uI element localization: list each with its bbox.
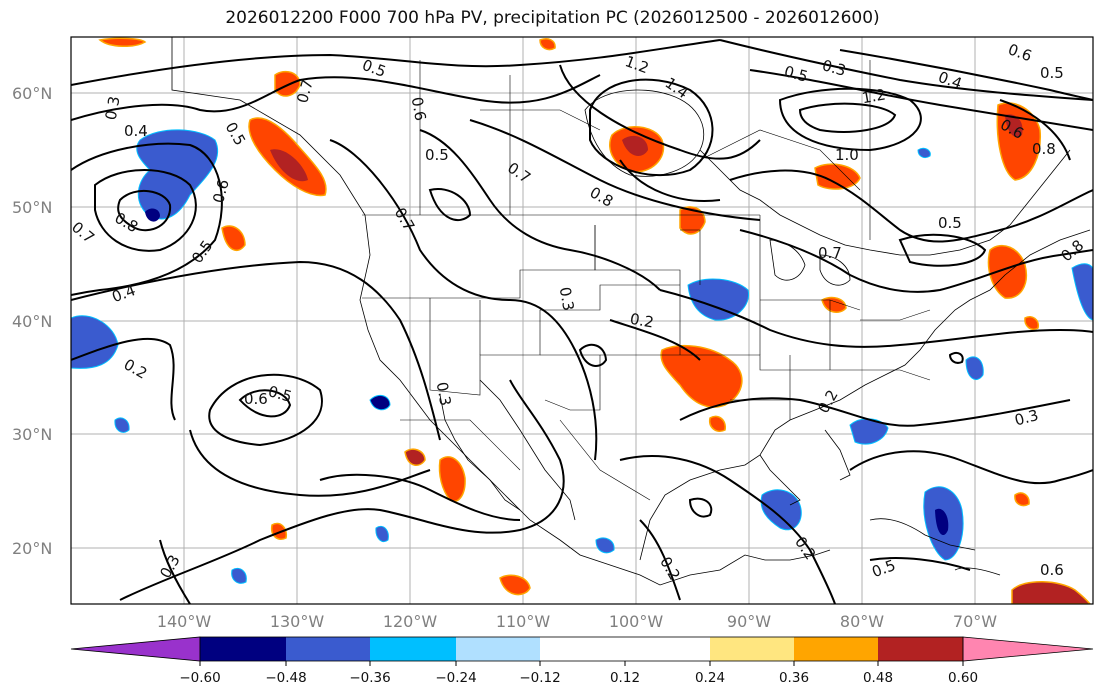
colorbar-ticks bbox=[199, 661, 964, 666]
contour-label: 0.6 bbox=[1040, 561, 1064, 579]
contour-label: 0.3 bbox=[1013, 406, 1041, 430]
colorbar-segment bbox=[200, 637, 286, 661]
neg-blob-small-4 bbox=[375, 525, 389, 543]
colorbar-tick-label: 0.60 bbox=[948, 670, 978, 686]
contour-label: 0.2 bbox=[629, 310, 656, 332]
pv-contours bbox=[71, 39, 1093, 604]
contour-label: 0.5 bbox=[782, 62, 810, 86]
contour-label: 0.6 bbox=[408, 96, 430, 123]
positive-precip-areas bbox=[98, 37, 1091, 604]
lat-tick-label: 30°N bbox=[12, 425, 52, 444]
lon-tick-label: 140°W bbox=[157, 612, 212, 631]
contour-label: 0.5 bbox=[938, 214, 962, 232]
colorbar-tick-label: −0.48 bbox=[265, 670, 306, 686]
contour-label: 0.6 bbox=[244, 390, 268, 408]
colorbar-tick-labels: −0.60 −0.48 −0.36 −0.24 −0.12 0.12 0.24 … bbox=[179, 670, 978, 686]
contour-label: 0.5 bbox=[1040, 64, 1064, 82]
contour-label: 1.2 bbox=[860, 85, 887, 107]
colorbar-tick-label: 0.12 bbox=[610, 670, 640, 686]
neg-blob-baja bbox=[369, 394, 391, 411]
colorbar-tick-label: −0.24 bbox=[435, 670, 476, 686]
pos-blob-ohio bbox=[821, 296, 847, 313]
neg-blob-small-2 bbox=[231, 567, 247, 584]
pos-blob-manitoba bbox=[679, 206, 706, 235]
lat-tick-label: 40°N bbox=[12, 312, 52, 331]
neg-blob-gulf bbox=[760, 489, 802, 531]
contour-label: 0.3 bbox=[556, 286, 578, 313]
map-title: 2026012200 F000 700 hPa PV, precipitatio… bbox=[225, 8, 880, 28]
neg-blob-small-5 bbox=[965, 356, 984, 380]
pos-blob-top-1 bbox=[98, 37, 147, 47]
neg-blob-great-lakes bbox=[687, 278, 750, 321]
colorbar-tick-label: −0.60 bbox=[179, 670, 220, 686]
pos-blob-labrador-core bbox=[1005, 114, 1023, 138]
pos-blob-new-england bbox=[987, 244, 1027, 299]
contour-label: 0.3 bbox=[820, 56, 848, 80]
lon-tick-label: 70°W bbox=[953, 612, 997, 631]
lon-tick-label: 110°W bbox=[496, 612, 551, 631]
contour-label: 0.7 bbox=[293, 77, 317, 105]
neg-blob-small-6 bbox=[917, 147, 931, 159]
lon-tick-label: 120°W bbox=[383, 612, 438, 631]
lon-tick-label: 130°W bbox=[270, 612, 325, 631]
colorbar-tick-label: −0.12 bbox=[519, 670, 560, 686]
neg-blob-atlantic-e bbox=[1071, 263, 1093, 321]
lon-tick-label: 80°W bbox=[840, 612, 884, 631]
lon-tick-label: 100°W bbox=[609, 612, 664, 631]
neg-blob-caribbean-core bbox=[935, 508, 949, 536]
colorbar-segment bbox=[286, 637, 370, 661]
colorbar: −0.60 −0.48 −0.36 −0.24 −0.12 0.12 0.24 … bbox=[70, 636, 1094, 686]
colorbar-segment bbox=[794, 637, 878, 661]
pos-blob-small-e bbox=[708, 415, 727, 432]
lat-tick-label: 50°N bbox=[12, 198, 52, 217]
pos-blob-plains bbox=[660, 344, 743, 408]
pos-blob-baja-2 bbox=[404, 448, 426, 466]
colorbar-tick-label: −0.36 bbox=[349, 670, 390, 686]
pos-blob-small-c bbox=[1014, 492, 1030, 507]
neg-blob-florida-e bbox=[849, 418, 889, 445]
contour-label: 1.0 bbox=[835, 146, 859, 164]
pos-blob-bc-core bbox=[270, 149, 308, 182]
lat-tick-label: 20°N bbox=[12, 539, 52, 558]
contour-label: 0.3 bbox=[102, 95, 124, 122]
colorbar-segment bbox=[370, 637, 456, 661]
pos-blob-small-b bbox=[270, 522, 288, 540]
neg-blob-small-1 bbox=[595, 537, 615, 554]
colorbar-segment bbox=[710, 637, 794, 661]
colorbar-tick-label: 0.24 bbox=[695, 670, 725, 686]
contour-label: 0.8 bbox=[1032, 140, 1056, 158]
coastlines bbox=[171, 37, 1091, 586]
contour-label: 0.6 bbox=[209, 177, 233, 205]
pos-blob-mexico-s bbox=[499, 574, 531, 596]
lat-tick-label: 60°N bbox=[12, 84, 52, 103]
lon-axis: 140°W 130°W 120°W 110°W 100°W 90°W 80°W … bbox=[157, 612, 997, 631]
contour-label: 0.7 bbox=[818, 244, 842, 262]
pos-blob-small-d bbox=[1024, 316, 1040, 330]
pos-blob-pacific-small bbox=[221, 225, 246, 252]
contour-label: 0.5 bbox=[266, 382, 294, 406]
neg-blob-pacific-nw-core bbox=[145, 208, 160, 222]
colorbar-segment bbox=[456, 637, 540, 661]
lat-axis: 60°N 50°N 40°N 30°N 20°N bbox=[12, 84, 52, 558]
pos-blob-small-a bbox=[539, 38, 556, 51]
pos-blob-hudson-core bbox=[622, 135, 648, 156]
neg-blob-small-3 bbox=[114, 417, 130, 433]
pos-blob-ontario bbox=[814, 163, 861, 190]
lon-tick-label: 90°W bbox=[727, 612, 771, 631]
contour-label: 0.3 bbox=[433, 381, 455, 408]
colorbar-tick-label: 0.36 bbox=[779, 670, 809, 686]
colorbar-tick-label: 0.48 bbox=[863, 670, 893, 686]
map-border bbox=[70, 36, 1094, 605]
colorbar-over-arrow bbox=[962, 636, 1094, 662]
colorbar-under-arrow bbox=[70, 636, 201, 662]
pos-blob-yukon bbox=[274, 70, 301, 97]
colorbar-segment bbox=[878, 637, 963, 661]
colorbar-border bbox=[199, 636, 964, 662]
contour-label: 0.5 bbox=[425, 146, 449, 164]
pos-blob-baja-1 bbox=[438, 456, 466, 502]
contour-label: 0.4 bbox=[124, 122, 148, 140]
colorbar-segment bbox=[540, 637, 710, 661]
